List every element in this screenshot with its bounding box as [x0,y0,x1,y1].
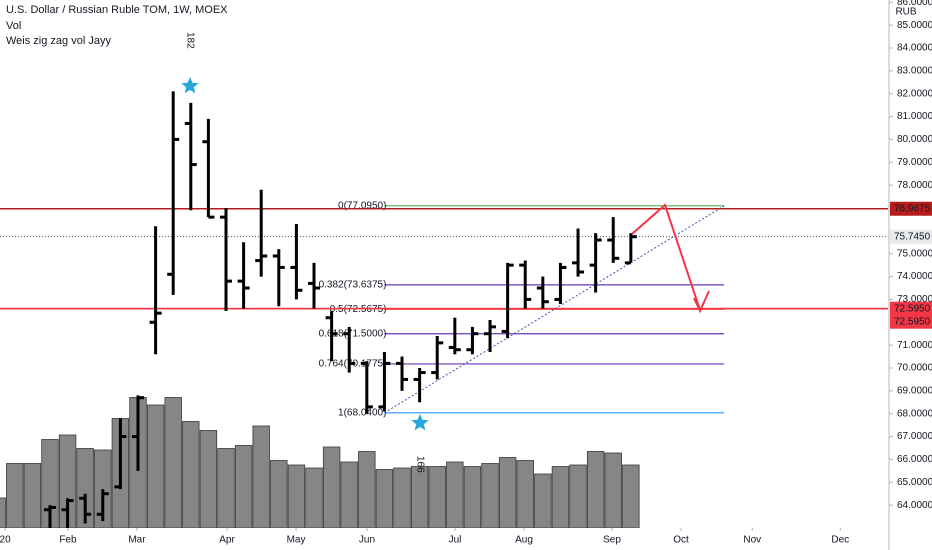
volume-bar [252,425,270,528]
y-tick-label: 82.0000 [897,88,932,99]
x-tick-label: Dec [831,535,849,546]
x-tick-label: Nov [743,535,761,546]
y-tick-label: 73.0000 [897,294,932,305]
star-marker [181,77,199,94]
y-tick-label: 78.0000 [897,180,932,191]
volume-bar [0,497,6,528]
x-tick-label: Jun [359,535,375,546]
volume-bar [586,451,605,528]
y-tick-label: 75.0000 [897,248,932,259]
volume-bar [164,397,182,528]
zigzag-label: 182 [184,32,195,49]
fib-label: 0.382(73.6375) [319,279,387,290]
volume-bar [463,466,482,528]
volume-bar [551,466,570,528]
x-tick-label: Mar [128,535,146,546]
volume-bar [6,463,24,528]
y-tick-label: 83.0000 [897,65,932,76]
x-tick-label: Aug [515,535,533,546]
price-label-box [890,314,932,329]
y-tick-label: 71.0000 [897,340,932,351]
y-tick-label: 70.0000 [897,363,932,374]
y-tick-label: 64.0000 [897,500,932,511]
y-tick-label: 81.0000 [897,111,932,122]
volume-bar [305,467,323,528]
last-price-box [890,229,932,244]
volume-bar [604,452,622,528]
chart-title: U.S. Dollar / Russian Ruble TOM, 1W, MOE… [6,4,228,16]
y-tick-label: 80.0000 [897,134,932,145]
volume-bar [287,464,306,528]
volume-bar [199,430,218,528]
fib-label: 0.618(71.5000) [319,328,387,339]
y-tick-label: 68.0000 [897,408,932,419]
volume-bar [569,464,587,528]
x-tick-label: Apr [219,535,235,546]
volume-bar [410,466,429,528]
y-tick-label: 84.0000 [897,43,932,54]
volume-bar [217,448,235,528]
volume-bar [393,467,411,528]
y-tick-label: 67.0000 [897,431,932,442]
price-label: 72.5950 [894,316,931,327]
y-tick-label: 65.0000 [897,477,932,488]
y-unit: RUB [895,7,916,18]
volume-bar [270,460,288,528]
volume-bar [23,463,42,528]
x-tick-label: Feb [59,535,77,546]
fib-label: 0(77.0950) [338,200,386,211]
price-label-box [890,301,932,316]
projection-arrow [631,203,701,311]
price-label-box [890,201,932,216]
x-tick-label: Oct [673,535,689,546]
indicator-label: Weis zig zag vol Jayy [6,35,111,47]
plot-area: 0(77.0950) 0.382(73.6375) 0.5(72.5675) 0.61… [0,77,888,528]
volume-bar [146,404,165,528]
volume-bar [428,466,446,528]
y-tick-label: 79.0000 [897,157,932,168]
price-label: 76.9675 [894,203,931,214]
volume-bar [322,446,341,528]
volume-bar [76,448,94,528]
volume-bar [481,463,499,528]
y-tick-label: 86.0000 [897,0,932,8]
volume-bar [516,460,534,528]
volume-bar [622,464,640,528]
x-tick-label: Jul [449,535,462,546]
y-tick-label: 74.0000 [897,271,932,282]
star-marker [411,414,429,431]
volume-bar [58,434,77,528]
y-tick-label: 69.0000 [897,385,932,396]
volume-bar [534,473,552,528]
volume-bar [340,461,358,528]
volume-bar [234,445,253,528]
indicator-label: Vol [6,20,21,32]
fib-label: 0.5(72.5675) [330,304,387,315]
price-label: 72.5950 [894,303,931,314]
last-price-label: 75.7450 [894,231,931,242]
volume-bar [94,449,112,528]
arrow-head [693,290,710,314]
y-tick-label: 85.0000 [897,20,932,31]
x-tick-label: 20 [0,535,11,546]
volume-bar [375,469,394,528]
volume-bar [498,457,517,528]
x-tick-label: May [287,535,306,546]
fib-label: 1(68.0400) [338,407,386,418]
volume-bar [182,421,200,528]
y-tick-label: 66.0000 [897,454,932,465]
volume-bar [358,451,376,528]
x-tick-label: Sep [603,535,621,546]
volume-bar [446,461,464,528]
zigzag-label: 166 [414,456,425,473]
volume-bar [41,439,59,528]
